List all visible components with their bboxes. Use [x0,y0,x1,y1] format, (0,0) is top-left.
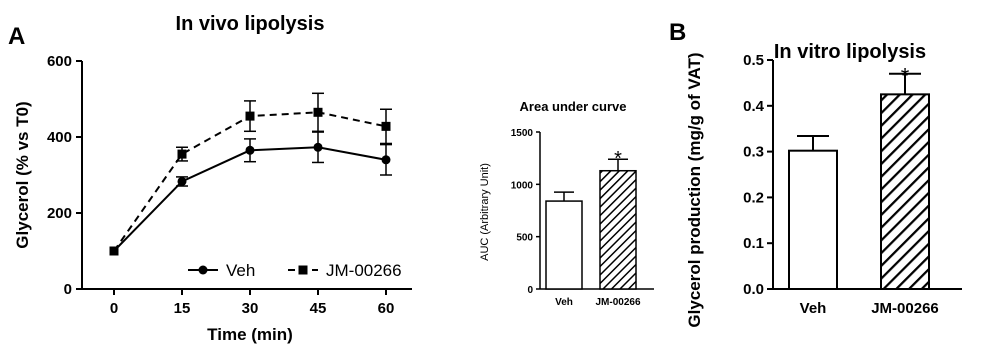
axes [76,60,412,295]
data-point [313,107,323,117]
bar [788,149,838,290]
data-point [381,121,391,131]
vitro-y-axis-label: Glycerol production (mg/g of VAT) [685,52,704,327]
y-tick-label: 0.2 [743,189,764,206]
bar-jm-00266: JM-00266 * [595,148,640,308]
significance-marker: * [614,148,622,170]
data-point [313,142,323,152]
auc-bars: Veh JM-00266 * [545,148,641,308]
bar-jm-00266: JM-00266 * [871,64,939,317]
category-label: Veh [800,300,827,317]
panel-a-letter: A [8,23,25,50]
x-tick-label: 15 [174,300,191,317]
data-point [245,145,255,155]
x-tick-label: 30 [242,300,259,317]
x-tick-label: 60 [378,300,395,317]
data-point [177,176,187,186]
y-axis-label: Glycerol (% vs T0) [13,101,32,248]
auc-bar-chart: Area under curve AUC (Arbitrary Unit) 0 5… [479,99,654,308]
y-tick-label: 0.4 [743,98,765,115]
auc-chart-title: Area under curve [520,99,627,114]
y-tick-label: 1500 [511,128,534,139]
significance-marker: * [901,64,910,89]
tick-labels: 0 200 400 600 0 15 30 45 60 [47,53,394,317]
series [109,92,392,256]
vitro-tick-labels: 0.0 0.1 0.2 0.3 0.4 0.5 [743,52,765,298]
y-tick-label: 0.3 [743,144,764,161]
data-point [177,149,187,159]
vitro-chart-title: In vitro lipolysis [774,41,926,63]
x-tick-label: 45 [310,300,327,317]
y-tick-label: 600 [47,53,72,70]
bar [599,169,637,290]
vitro-bars: Veh JM-00266 * [788,64,939,317]
panel-b-letter: B [669,19,686,46]
category-label: Veh [555,297,573,308]
legend: Veh JM-00266 [188,261,402,280]
series-jm-00266 [109,92,392,256]
bar [545,200,583,290]
auc-y-axis-label: AUC (Arbitrary Unit) [479,163,491,261]
legend-label: Veh [226,261,255,280]
bar [880,93,930,290]
legend-item: JM-00266 [288,261,402,280]
chart-title: In vivo lipolysis [176,13,325,35]
data-point [381,155,391,165]
series-line [113,111,387,252]
x-axis-label: Time (min) [207,325,293,344]
category-label: JM-00266 [871,300,939,317]
y-tick-label: 500 [516,233,533,244]
x-tick-label: 0 [110,300,118,317]
y-tick-label: 0 [64,281,72,298]
y-tick-label: 1000 [511,180,534,191]
auc-tick-labels: 0 500 1000 1500 [511,128,534,296]
in-vitro-bar-chart: In vitro lipolysis Glycerol production (… [685,41,962,328]
y-tick-label: 200 [47,205,72,222]
y-tick-label: 0.0 [743,281,764,298]
y-tick-label: 400 [47,129,72,146]
legend-label: JM-00266 [326,261,402,280]
legend-marker [198,265,208,275]
y-tick-label: 0.5 [743,52,764,69]
series-line [113,146,387,252]
legend-marker [298,265,308,275]
bar-veh: Veh [545,191,583,308]
data-point [109,246,119,256]
bar-veh: Veh [788,135,838,317]
legend-item: Veh [188,261,255,280]
y-tick-label: 0.1 [743,235,764,252]
data-point [245,111,255,121]
y-tick-label: 0 [527,285,533,296]
category-label: JM-00266 [595,297,640,308]
series-veh [109,131,392,256]
in-vivo-line-chart: In vivo lipolysis Glycerol (% vs T0) Tim… [13,13,412,344]
